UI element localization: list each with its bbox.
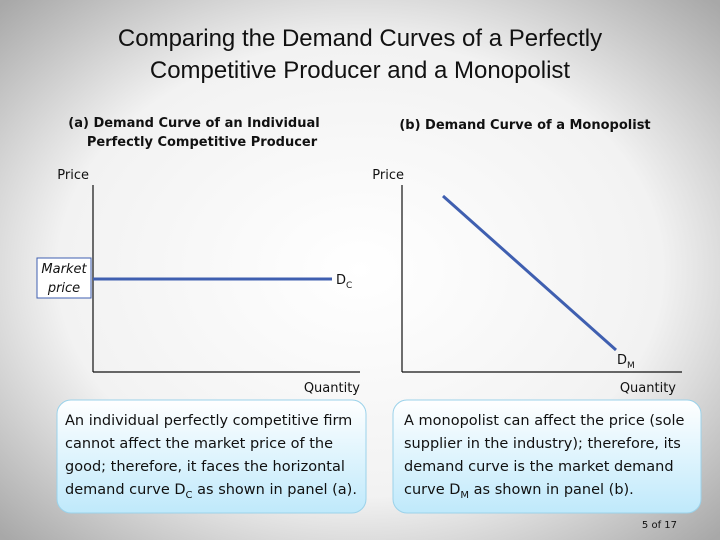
caption-text: An individual perfectly competitive firm bbox=[65, 413, 352, 429]
panel-title: (a) Demand Curve of an Individual bbox=[68, 116, 319, 131]
demand-curve bbox=[442, 194, 617, 352]
caption-line: supplier in the industry); therefore, it… bbox=[404, 436, 681, 452]
caption-text: as shown in panel (b). bbox=[469, 482, 634, 498]
caption-text: as shown in panel (a). bbox=[193, 482, 357, 498]
caption-line: An individual perfectly competitive firm bbox=[65, 413, 352, 429]
curve-label: DC bbox=[336, 273, 352, 291]
caption-sub: M bbox=[460, 490, 469, 501]
caption-line: cannot affect the market price of the bbox=[65, 436, 333, 452]
caption-line: curve DM as shown in panel (b). bbox=[404, 482, 634, 501]
caption: An individual perfectly competitive firm… bbox=[65, 413, 357, 501]
caption-text: demand curve is the market demand bbox=[404, 459, 674, 475]
caption-text: demand curve bbox=[65, 482, 174, 498]
curve-label-sub: C bbox=[346, 281, 352, 291]
axis-label: Quantity bbox=[304, 381, 360, 396]
caption-box bbox=[392, 399, 702, 514]
market-price-box bbox=[36, 257, 92, 299]
caption-box bbox=[56, 399, 367, 514]
curve-label-sub: M bbox=[627, 361, 635, 371]
curve-label-main: D bbox=[336, 273, 346, 288]
curve-label: DM bbox=[617, 353, 635, 371]
panel-title: (b) Demand Curve of a Monopolist bbox=[399, 118, 650, 133]
caption-text: good; therefore, it faces the horizontal bbox=[65, 459, 345, 475]
title: Competitive Producer and a Monopolist bbox=[150, 57, 571, 84]
panel-title: Perfectly Competitive Producer bbox=[87, 135, 318, 150]
caption-text: cannot affect the market price of the bbox=[65, 436, 333, 452]
caption-text: supplier in the industry); therefore, it… bbox=[404, 436, 681, 452]
axis-label: Quantity bbox=[620, 381, 676, 396]
caption-line: good; therefore, it faces the horizontal bbox=[65, 459, 345, 475]
caption-sub: C bbox=[186, 490, 193, 501]
market-price-label: price bbox=[47, 281, 80, 296]
caption: A monopolist can affect the price (sole s… bbox=[404, 413, 684, 501]
caption-text: A monopolist can affect the price (sole bbox=[404, 413, 684, 429]
axis-label: Price bbox=[372, 168, 404, 183]
caption-text: D bbox=[449, 482, 460, 498]
market-price-label: Market bbox=[41, 262, 87, 277]
caption-line: demand curve is the market demand bbox=[404, 459, 674, 475]
caption-line: A monopolist can affect the price (sole bbox=[404, 413, 684, 429]
title: Comparing the Demand Curves of a Perfect… bbox=[118, 25, 602, 52]
page-number: 5 of 17 bbox=[642, 520, 677, 531]
curve-label-main: D bbox=[617, 353, 627, 368]
caption-text: D bbox=[174, 482, 185, 498]
caption-text: curve bbox=[404, 482, 449, 498]
caption-line: demand curve DC as shown in panel (a). bbox=[65, 482, 357, 501]
axis-label: Price bbox=[57, 168, 89, 183]
